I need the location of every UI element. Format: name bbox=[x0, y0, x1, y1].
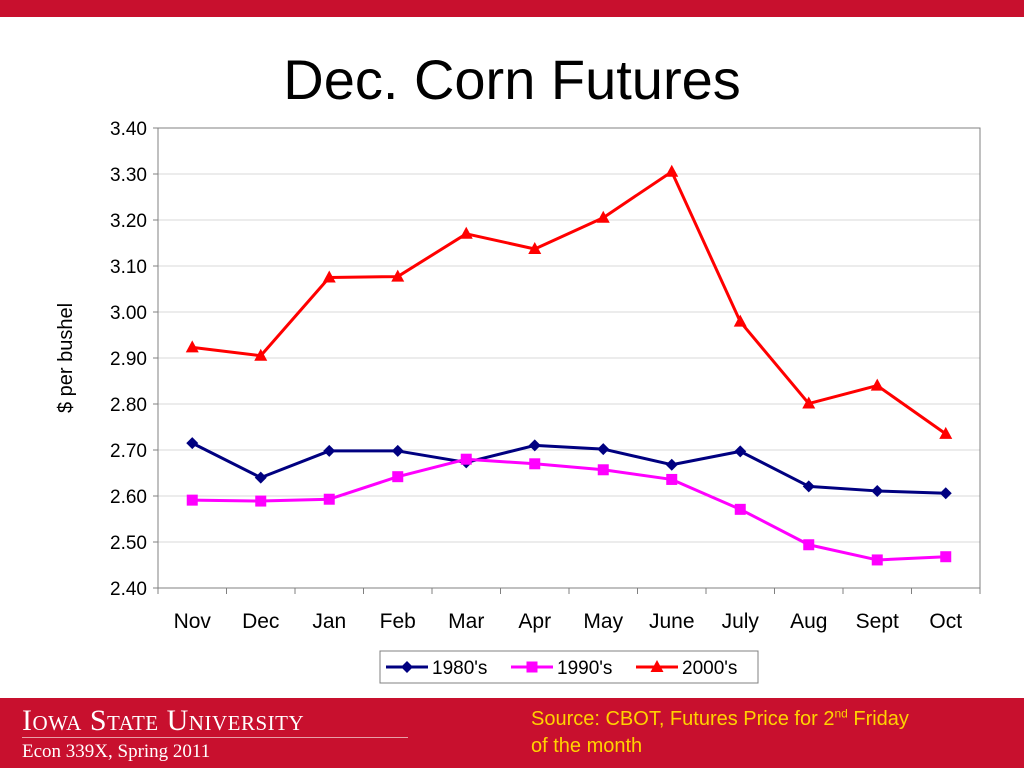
data-point-series-2 bbox=[185, 340, 199, 353]
data-point-series-1 bbox=[323, 493, 335, 505]
slide-title: Dec. Corn Futures bbox=[283, 48, 741, 111]
y-tick-label: 2.40 bbox=[110, 579, 147, 600]
legend-box bbox=[379, 650, 759, 684]
data-point-series-2 bbox=[459, 226, 473, 239]
data-point-series-1 bbox=[940, 551, 952, 563]
data-point-series-0 bbox=[734, 445, 747, 458]
university-wordmark: Iowa State University bbox=[22, 704, 305, 737]
data-point-series-2 bbox=[596, 210, 610, 223]
data-point-series-0 bbox=[323, 444, 336, 457]
data-point-series-0 bbox=[186, 437, 199, 450]
data-point-series-0 bbox=[528, 439, 541, 452]
x-tick-label: Oct bbox=[929, 610, 962, 633]
source-superscript: nd bbox=[834, 706, 848, 721]
legend-swatch-marker bbox=[526, 661, 538, 673]
data-point-series-1 bbox=[871, 554, 883, 566]
y-tick-label: 2.80 bbox=[110, 395, 147, 416]
x-tick-label: July bbox=[722, 610, 760, 633]
data-point-series-1 bbox=[529, 458, 541, 470]
y-tick-label: 3.40 bbox=[110, 119, 147, 140]
data-point-series-1 bbox=[186, 494, 198, 506]
y-tick-label: 3.00 bbox=[110, 303, 147, 324]
source-note: Source: CBOT, Futures Price for 2nd Frid… bbox=[531, 706, 1021, 760]
data-point-series-0 bbox=[597, 443, 610, 456]
legend-label: 2000's bbox=[682, 658, 737, 679]
y-tick-label: 3.20 bbox=[110, 211, 147, 232]
data-point-series-2 bbox=[939, 426, 953, 439]
data-point-series-1 bbox=[392, 471, 404, 483]
source-text-line2: of the month bbox=[531, 735, 643, 757]
data-point-series-0 bbox=[665, 458, 678, 471]
source-text: Source: CBOT, Futures Price for 2 bbox=[531, 708, 835, 730]
data-point-series-2 bbox=[733, 314, 747, 327]
data-point-series-0 bbox=[254, 471, 267, 484]
top-accent-bar bbox=[0, 0, 1024, 17]
x-tick-label: Mar bbox=[448, 610, 484, 633]
data-point-series-2 bbox=[391, 269, 405, 282]
x-tick-label: Apr bbox=[518, 610, 551, 633]
x-tick-label: May bbox=[583, 610, 623, 633]
data-point-series-1 bbox=[734, 503, 746, 515]
series-line-1 bbox=[192, 457, 946, 562]
data-point-series-2 bbox=[802, 396, 816, 409]
x-tick-label: Aug bbox=[790, 610, 827, 633]
legend-swatch-marker bbox=[401, 661, 413, 673]
y-tick-label: 2.60 bbox=[110, 487, 147, 508]
y-axis-label: $ per bushel bbox=[55, 303, 77, 413]
y-tick-label: 2.90 bbox=[110, 349, 147, 370]
y-tick-label: 3.10 bbox=[110, 257, 147, 278]
y-tick-label: 2.50 bbox=[110, 533, 147, 554]
data-point-series-0 bbox=[871, 484, 884, 497]
x-tick-label: Nov bbox=[174, 610, 212, 633]
x-tick-label: Jan bbox=[312, 610, 346, 633]
data-point-series-2 bbox=[528, 241, 542, 254]
line-chart: 2.40 2.50 2.60 2.70 2.80 2.90 3.00 3.10 3.20 3.30… bbox=[55, 119, 981, 684]
data-point-series-1 bbox=[255, 495, 267, 507]
y-tick-label: 3.30 bbox=[110, 165, 147, 186]
course-label: Econ 339X, Spring 2011 bbox=[22, 741, 211, 762]
x-tick-label: Feb bbox=[380, 610, 416, 633]
data-point-series-2 bbox=[254, 348, 268, 361]
series-line-0 bbox=[191, 441, 946, 495]
x-tick-label: June bbox=[649, 610, 695, 633]
data-point-series-0 bbox=[939, 487, 952, 500]
data-point-series-2 bbox=[665, 164, 679, 177]
data-point-series-1 bbox=[597, 464, 609, 476]
data-point-series-1 bbox=[666, 473, 678, 485]
legend-swatch-marker bbox=[650, 660, 664, 672]
x-tick-label: Dec bbox=[242, 610, 279, 633]
x-tick-label: Sept bbox=[856, 610, 899, 633]
data-point-series-2 bbox=[322, 270, 336, 283]
series-line-2 bbox=[192, 170, 947, 436]
footer-bar: Iowa State University Econ 339X, Spring … bbox=[0, 698, 1024, 768]
data-point-series-0 bbox=[802, 480, 815, 493]
data-point-series-1 bbox=[460, 453, 472, 465]
footer-divider bbox=[22, 737, 408, 738]
legend-label: 1990's bbox=[557, 658, 612, 679]
legend-label: 1980's bbox=[432, 658, 487, 679]
y-tick-label: 2.70 bbox=[110, 441, 147, 462]
data-point-series-1 bbox=[803, 539, 815, 551]
data-point-series-2 bbox=[870, 378, 884, 391]
source-text-suffix: Friday bbox=[847, 708, 909, 730]
data-point-series-0 bbox=[391, 444, 404, 457]
